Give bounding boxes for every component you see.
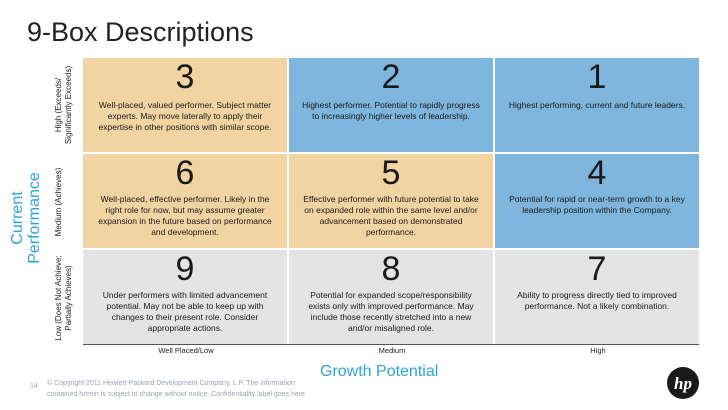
box-7: 7 Ability to progress directly tied to i… <box>495 250 699 344</box>
box-4: 4 Potential for rapid or near-term growt… <box>495 154 699 248</box>
page-title: 9-Box Descriptions <box>27 17 254 47</box>
y-axis-title-line2: Performance <box>26 172 43 264</box>
nine-box-grid: 3 Well-placed, valued performer. Subject… <box>83 58 699 344</box>
row-label-low: Low (Does Not Achieve; Partially Achieve… <box>54 255 73 341</box>
box-number: 7 <box>587 250 607 288</box>
row-label-high: High (Exceeds/ Significantly Exceeds) <box>54 65 73 145</box>
box-description: Highest performer. Potential to rapidly … <box>302 100 480 121</box>
y-axis-title-line1: Current <box>9 191 26 245</box>
box-number: 6 <box>175 154 195 192</box>
hp-logo-text: hp <box>674 374 692 393</box>
column-label-medium: Medium <box>378 346 406 355</box>
box-description: Ability to progress directly tied to imp… <box>517 290 677 311</box>
x-axis-title: Growth Potential <box>320 363 439 380</box>
box-6: 6 Well-placed, effective performer. Like… <box>83 154 287 248</box>
box-description: Under performers with limited advancemen… <box>102 290 268 333</box>
box-description: Well-placed, valued performer. Subject m… <box>98 100 272 132</box>
column-label-low: Well Placed/Low <box>158 346 214 355</box>
box-number: 1 <box>587 58 607 96</box>
box-number: 9 <box>175 250 195 288</box>
box-2: 2 Highest performer. Potential to rapidl… <box>289 58 493 152</box>
box-number: 8 <box>381 250 401 288</box>
box-8: 8 Potential for expanded scope/responsib… <box>289 250 493 344</box>
box-number: 5 <box>381 154 401 192</box>
box-description: Highest performing, current and future l… <box>508 100 686 110</box>
row-label-medium: Medium (Achieves) <box>54 167 63 237</box>
y-axis-title: Current Performance <box>9 172 43 264</box>
box-3: 3 Well-placed, valued performer. Subject… <box>83 58 287 152</box>
hp-logo: hp <box>667 367 699 399</box>
column-label-high: High <box>590 346 606 355</box>
box-description: Potential for rapid or near-term growth … <box>509 194 685 215</box>
page-number: 14 <box>30 383 38 390</box>
box-9: 9 Under performers with limited advancem… <box>83 250 287 344</box>
box-1: 1 Highest performing, current and future… <box>495 58 699 152</box>
box-5: 5 Effective performer with future potent… <box>289 154 493 248</box>
box-number: 2 <box>381 58 401 96</box>
box-number: 3 <box>175 58 195 96</box>
x-axis-line <box>83 344 699 345</box>
box-description: Effective performer with future potentia… <box>303 194 479 237</box>
box-description: Well-placed, effective performer. Likely… <box>98 194 272 237</box>
box-number: 4 <box>587 154 607 192</box>
box-description: Potential for expanded scope/responsibil… <box>308 290 474 333</box>
copyright-notice: © Copyright 2011 Hewlett-Packard Develop… <box>47 380 305 398</box>
